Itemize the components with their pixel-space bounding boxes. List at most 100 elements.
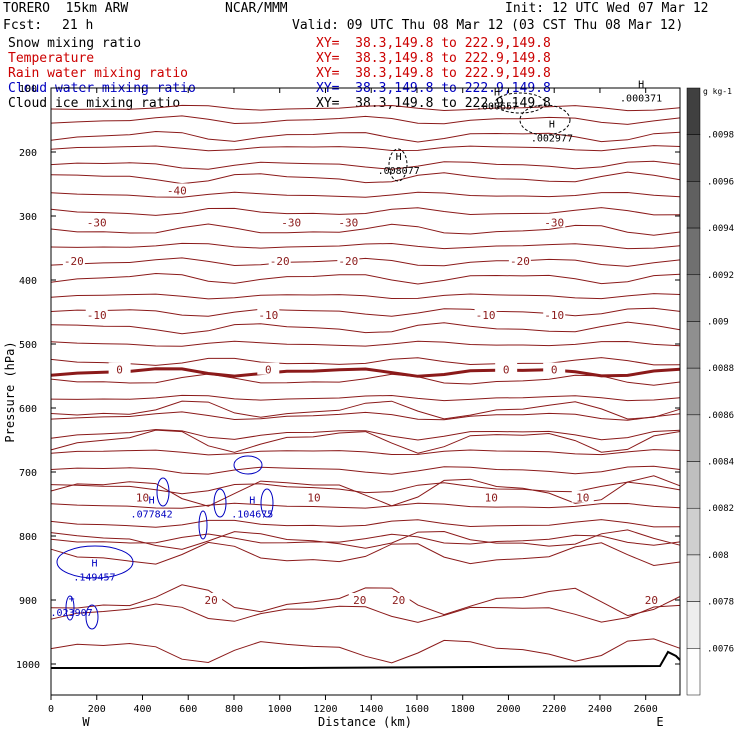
snow-contour bbox=[388, 148, 408, 182]
y-axis-label: Pressure (hPa) bbox=[3, 341, 17, 442]
isotherm-line bbox=[50, 394, 681, 402]
isotherm-line bbox=[50, 541, 681, 567]
x-tick-label: 2000 bbox=[496, 704, 520, 715]
field-snow-name: Snow mixing ratio bbox=[8, 36, 142, 51]
x-tick-label: 800 bbox=[225, 704, 243, 715]
isotherm-label-bg bbox=[387, 593, 410, 605]
init-time: Init: 12 UTC Wed 07 Mar 12 bbox=[505, 1, 709, 16]
isotherm-label: 0 bbox=[503, 364, 510, 377]
terrain-line bbox=[51, 650, 681, 669]
isotherm-label-bg bbox=[131, 490, 154, 503]
colorbar-tick-label: .0098 bbox=[707, 131, 734, 141]
maximum-value: .149457 bbox=[73, 572, 115, 583]
maximum-marker: H bbox=[249, 496, 255, 507]
field-cloudice-name: Cloud ice mixing ratio bbox=[8, 96, 181, 111]
isotherm-label: -10 bbox=[87, 309, 107, 322]
maximum-value: .008077 bbox=[378, 166, 420, 177]
colorbar-swatch bbox=[686, 227, 701, 276]
x-tick-label: 1800 bbox=[451, 704, 475, 715]
maximum-value: .077842 bbox=[131, 510, 173, 521]
isotherm-line bbox=[50, 160, 681, 170]
x-tick-label: 2600 bbox=[634, 704, 658, 715]
isotherm-line bbox=[50, 257, 681, 267]
colorbar-units: g kg-1 bbox=[703, 87, 732, 96]
isotherm-label: -20 bbox=[64, 255, 84, 268]
colorbar-swatch bbox=[686, 134, 701, 182]
isotherm-label: 10 bbox=[307, 492, 320, 505]
colorbar-tick-label: .0096 bbox=[707, 177, 734, 187]
x-tick-label: 200 bbox=[88, 704, 106, 715]
isotherm-label: -30 bbox=[544, 216, 564, 229]
isotherm-line bbox=[50, 638, 681, 664]
isotherm-line bbox=[50, 475, 681, 507]
isotherm-zero-line bbox=[50, 367, 681, 378]
isotherm-line bbox=[50, 171, 681, 185]
isotherm-line bbox=[50, 400, 681, 420]
colorbar-swatch bbox=[686, 367, 701, 416]
snow-contour bbox=[519, 104, 571, 136]
isotherm-label-bg bbox=[268, 253, 291, 266]
maximum-marker: H bbox=[149, 496, 155, 507]
isotherm-label-bg bbox=[200, 593, 223, 605]
colorbar-tick-label: .009 bbox=[707, 317, 729, 327]
isotherm-line bbox=[50, 519, 681, 528]
isotherm-line bbox=[50, 411, 681, 421]
cloud-water-contour bbox=[56, 545, 134, 579]
isotherm-line bbox=[50, 115, 681, 125]
temperature-isotherms bbox=[50, 104, 681, 669]
isotherm-line bbox=[50, 223, 681, 236]
isotherm-line bbox=[50, 465, 681, 475]
isotherm-label: -20 bbox=[510, 255, 530, 268]
cloud-water-contours bbox=[56, 455, 274, 630]
y-tick-label: 400 bbox=[19, 276, 37, 287]
isotherm-label: 10 bbox=[136, 492, 149, 505]
x-tick-label: 1000 bbox=[268, 704, 292, 715]
isotherm-label: 10 bbox=[485, 492, 498, 505]
field-temperature-xy: XY= 38.3,149.8 to 222.9,149.8 bbox=[316, 51, 551, 66]
isotherm-line bbox=[50, 242, 681, 250]
colorbar-tick-label: .0082 bbox=[707, 504, 734, 514]
y-tick-label: 200 bbox=[19, 148, 37, 159]
cloud-water-contour bbox=[85, 604, 99, 630]
maximum-marker: + bbox=[69, 594, 75, 605]
isotherm-label-bg bbox=[571, 490, 594, 503]
isotherm-label-bg bbox=[108, 362, 131, 375]
y-tick-label: 1000 bbox=[16, 660, 40, 671]
isotherm-label: 0 bbox=[265, 364, 272, 377]
isotherm-line bbox=[50, 321, 681, 335]
isotherm-line bbox=[50, 340, 681, 347]
isotherm-label-bg bbox=[280, 215, 303, 228]
x-tick-label: 0 bbox=[48, 704, 54, 715]
isotherm-label-bg bbox=[62, 253, 85, 266]
isotherm-label-bg bbox=[85, 308, 108, 321]
isotherm-label-bg bbox=[348, 593, 371, 605]
isotherm-label: -40 bbox=[167, 184, 187, 197]
isotherm-label: -20 bbox=[338, 255, 358, 268]
isotherm-line bbox=[50, 429, 681, 454]
colorbar-swatch bbox=[686, 554, 701, 602]
isotherm-label: 20 bbox=[353, 594, 366, 607]
isotherm-label: 0 bbox=[116, 364, 123, 377]
maximum-marker: H bbox=[638, 80, 644, 91]
maximum-marker: H bbox=[494, 87, 500, 98]
x-tick-label: 1400 bbox=[359, 704, 383, 715]
maximum-value: .002977 bbox=[531, 133, 573, 144]
cloud-water-contour bbox=[260, 488, 274, 518]
axis-ticks: 0 200 400 600 800 1000 1200 1400 1600 1800 2000 220… bbox=[16, 84, 680, 715]
forecast-label: Fcst: bbox=[3, 18, 43, 33]
isotherm-label: 20 bbox=[645, 594, 658, 607]
colorbar-tick-label: .0094 bbox=[707, 224, 734, 234]
y-tick-label: 600 bbox=[19, 404, 37, 415]
isotherm-label-bg bbox=[257, 308, 280, 321]
isotherm-line bbox=[50, 529, 681, 550]
x-tick-label: 600 bbox=[179, 704, 197, 715]
isotherm-label: -30 bbox=[281, 216, 301, 229]
isotherm-line bbox=[50, 293, 681, 300]
colorbar-swatch bbox=[686, 648, 701, 696]
plot-frame bbox=[50, 87, 681, 696]
isotherm-label: -10 bbox=[258, 309, 278, 322]
isotherm-label-bg bbox=[337, 253, 360, 266]
field-rain-xy: XY= 38.3,149.8 to 222.9,149.8 bbox=[316, 66, 551, 81]
isotherm-line bbox=[50, 373, 681, 386]
